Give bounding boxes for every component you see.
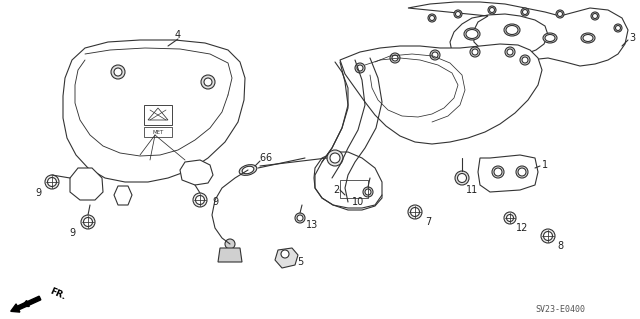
Circle shape — [201, 75, 215, 89]
Circle shape — [363, 187, 373, 197]
Text: 9: 9 — [212, 197, 218, 207]
Text: 12: 12 — [516, 223, 528, 233]
Ellipse shape — [543, 33, 557, 43]
Circle shape — [505, 47, 515, 57]
Ellipse shape — [545, 34, 555, 41]
Polygon shape — [478, 155, 538, 192]
Circle shape — [432, 52, 438, 58]
Circle shape — [114, 68, 122, 76]
Circle shape — [410, 207, 419, 217]
Ellipse shape — [464, 28, 480, 40]
Polygon shape — [408, 2, 628, 68]
Circle shape — [428, 14, 436, 22]
Polygon shape — [180, 160, 213, 185]
Circle shape — [520, 55, 530, 65]
Polygon shape — [218, 248, 242, 262]
Text: 2: 2 — [333, 185, 340, 195]
Ellipse shape — [242, 166, 254, 174]
Ellipse shape — [239, 165, 257, 175]
Circle shape — [490, 8, 495, 12]
Ellipse shape — [583, 34, 593, 41]
Circle shape — [297, 215, 303, 221]
Circle shape — [390, 53, 400, 63]
Circle shape — [357, 65, 363, 71]
Circle shape — [195, 196, 205, 204]
Circle shape — [504, 212, 516, 224]
Circle shape — [392, 55, 398, 61]
Circle shape — [470, 47, 480, 57]
Circle shape — [281, 250, 289, 258]
Circle shape — [556, 10, 564, 18]
Bar — [144, 105, 172, 125]
Text: MET: MET — [152, 130, 164, 135]
Circle shape — [472, 49, 478, 55]
Circle shape — [593, 13, 598, 19]
Circle shape — [455, 171, 469, 185]
Text: 9: 9 — [69, 228, 75, 238]
Circle shape — [492, 166, 504, 178]
Bar — [340, 180, 368, 198]
Circle shape — [456, 11, 461, 17]
Bar — [144, 127, 172, 137]
Circle shape — [522, 57, 528, 63]
Circle shape — [365, 189, 371, 195]
Circle shape — [45, 175, 59, 189]
Circle shape — [507, 49, 513, 55]
Ellipse shape — [581, 33, 595, 43]
Circle shape — [518, 168, 526, 176]
Text: 13: 13 — [306, 220, 318, 230]
Circle shape — [616, 26, 621, 31]
Polygon shape — [70, 168, 103, 200]
Circle shape — [355, 63, 365, 73]
Polygon shape — [63, 40, 245, 182]
Polygon shape — [275, 248, 298, 268]
Text: 6: 6 — [265, 153, 271, 163]
Ellipse shape — [506, 26, 518, 34]
Circle shape — [458, 174, 467, 182]
Circle shape — [225, 239, 235, 249]
Polygon shape — [340, 44, 542, 144]
FancyArrow shape — [11, 296, 41, 312]
Circle shape — [506, 214, 513, 221]
Ellipse shape — [504, 24, 520, 36]
Circle shape — [521, 8, 529, 16]
Circle shape — [557, 11, 563, 17]
Circle shape — [295, 213, 305, 223]
Circle shape — [327, 150, 343, 166]
Text: 1: 1 — [542, 160, 548, 170]
Circle shape — [83, 218, 93, 226]
Circle shape — [454, 10, 462, 18]
Circle shape — [614, 24, 622, 32]
Text: 6: 6 — [259, 153, 265, 163]
Circle shape — [429, 16, 435, 20]
Circle shape — [193, 193, 207, 207]
Text: 10: 10 — [352, 197, 364, 207]
Text: 11: 11 — [466, 185, 478, 195]
Circle shape — [516, 166, 528, 178]
Text: SV23-E0400: SV23-E0400 — [535, 306, 585, 315]
Ellipse shape — [466, 29, 478, 39]
Circle shape — [111, 65, 125, 79]
Circle shape — [543, 232, 552, 241]
Circle shape — [488, 6, 496, 14]
Text: 7: 7 — [425, 217, 431, 227]
Circle shape — [330, 153, 340, 163]
Text: 3: 3 — [629, 33, 635, 43]
Text: 4: 4 — [175, 30, 181, 40]
Circle shape — [591, 12, 599, 20]
Polygon shape — [314, 152, 382, 210]
Text: 8: 8 — [557, 241, 563, 251]
Circle shape — [204, 78, 212, 86]
Text: FR.: FR. — [48, 286, 67, 301]
Circle shape — [47, 177, 56, 187]
Circle shape — [81, 215, 95, 229]
Circle shape — [522, 10, 527, 14]
Polygon shape — [114, 186, 132, 205]
Text: 5: 5 — [297, 257, 303, 267]
Circle shape — [408, 205, 422, 219]
Circle shape — [541, 229, 555, 243]
Circle shape — [430, 50, 440, 60]
Text: 9: 9 — [35, 188, 41, 198]
Circle shape — [494, 168, 502, 176]
